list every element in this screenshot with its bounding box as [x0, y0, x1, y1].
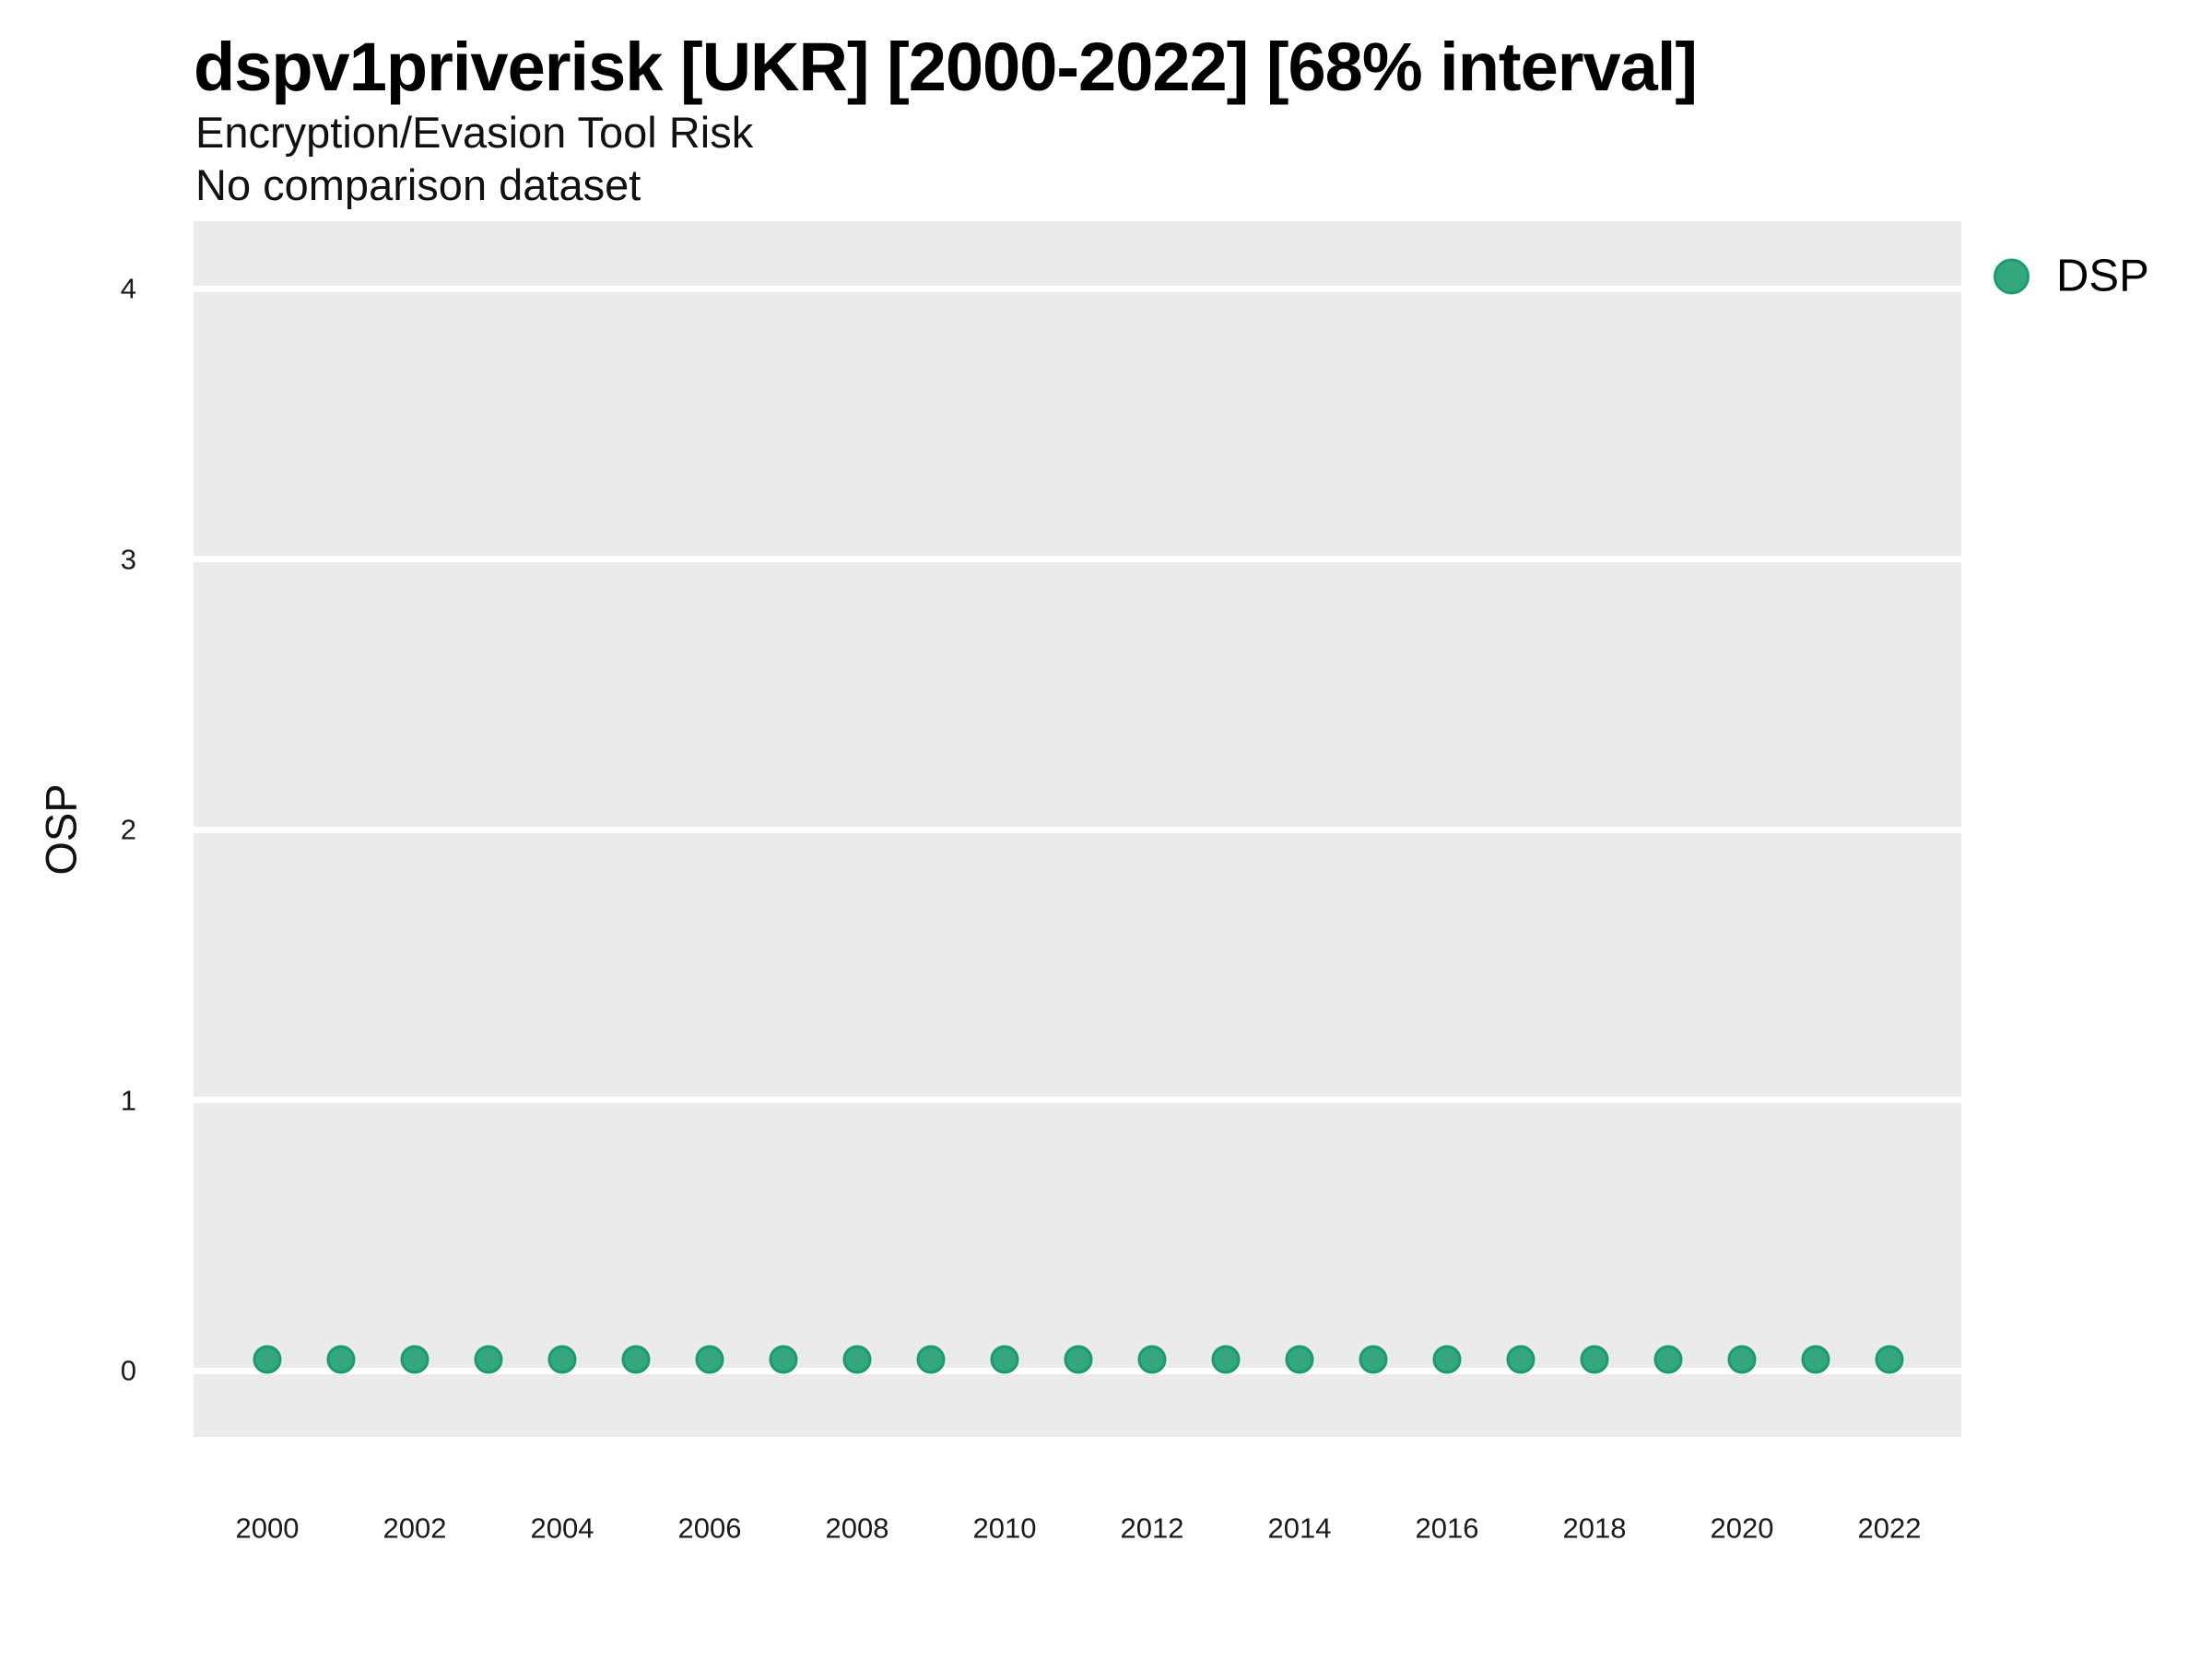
data-point-2000 — [253, 1345, 282, 1374]
data-point-2009 — [916, 1345, 946, 1374]
data-point-2001 — [326, 1345, 356, 1374]
data-point-2015 — [1359, 1345, 1388, 1374]
data-point-2004 — [547, 1345, 577, 1374]
data-point-2002 — [400, 1345, 429, 1374]
y-tick-label-2: 2 — [120, 813, 136, 846]
legend-label: DSP — [2056, 251, 2149, 301]
data-point-2018 — [1580, 1345, 1609, 1374]
data-point-2020 — [1727, 1345, 1757, 1374]
y-tick-label-1: 1 — [120, 1084, 136, 1116]
data-point-2021 — [1801, 1345, 1830, 1374]
y-tick-label-4: 4 — [120, 272, 136, 305]
x-tick-label-2002: 2002 — [382, 1512, 447, 1545]
x-tick-label-2008: 2008 — [825, 1512, 889, 1545]
legend-dot-icon — [1994, 258, 2030, 295]
data-point-2019 — [1653, 1345, 1683, 1374]
data-point-2014 — [1285, 1345, 1314, 1374]
x-tick-label-2004: 2004 — [530, 1512, 594, 1545]
data-point-2005 — [621, 1345, 651, 1374]
data-point-2003 — [474, 1345, 503, 1374]
data-point-2006 — [695, 1345, 724, 1374]
x-tick-label-2006: 2006 — [677, 1512, 742, 1545]
data-point-2010 — [990, 1345, 1019, 1374]
x-tick-label-2012: 2012 — [1120, 1512, 1184, 1545]
data-point-2012 — [1137, 1345, 1167, 1374]
comparison-note: No comparison dataset — [195, 160, 641, 209]
gridline-y-4 — [194, 285, 1961, 292]
legend: DSP — [1994, 251, 2149, 301]
x-tick-label-2020: 2020 — [1710, 1512, 1774, 1545]
gridline-y-2 — [194, 826, 1961, 833]
data-point-2022 — [1875, 1345, 1904, 1374]
chart-title: dspv1priverisk [UKR] [2000-2022] [68% in… — [194, 29, 1698, 105]
gridline-y-3 — [194, 556, 1961, 562]
data-point-2007 — [769, 1345, 798, 1374]
data-point-2017 — [1506, 1345, 1535, 1374]
y-tick-label-0: 0 — [120, 1354, 136, 1387]
chart-subtitle: Encryption/Evasion Tool Risk — [195, 108, 754, 157]
x-tick-label-2022: 2022 — [1857, 1512, 1922, 1545]
y-tick-label-3: 3 — [120, 543, 136, 575]
x-tick-label-2016: 2016 — [1415, 1512, 1479, 1545]
x-tick-label-2014: 2014 — [1267, 1512, 1332, 1545]
data-point-2008 — [842, 1345, 872, 1374]
data-point-2016 — [1432, 1345, 1462, 1374]
x-tick-label-2000: 2000 — [235, 1512, 300, 1545]
data-point-2011 — [1064, 1345, 1093, 1374]
plot-panel — [194, 221, 1961, 1437]
x-tick-label-2010: 2010 — [972, 1512, 1037, 1545]
data-point-2013 — [1211, 1345, 1241, 1374]
gridline-y-1 — [194, 1097, 1961, 1103]
x-tick-label-2018: 2018 — [1562, 1512, 1627, 1545]
